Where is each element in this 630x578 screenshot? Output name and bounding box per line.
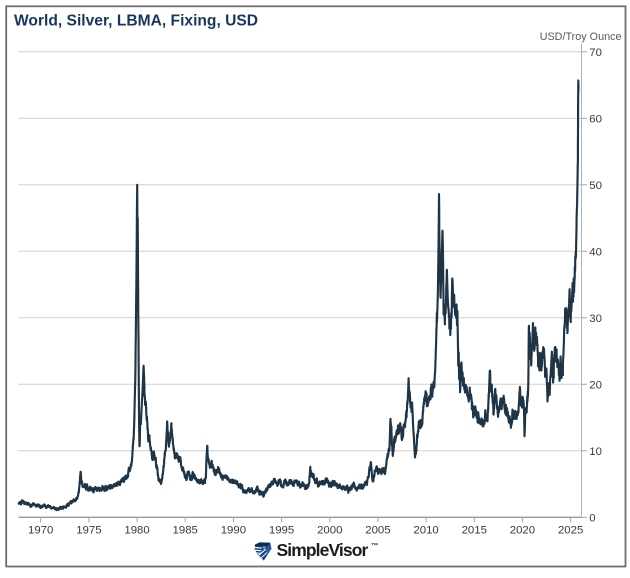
svg-text:World, Silver, LBMA, Fixing, U: World, Silver, LBMA, Fixing, USD [14,13,258,30]
svg-text:1995: 1995 [269,524,294,536]
svg-text:1985: 1985 [173,524,198,536]
svg-text:1980: 1980 [124,524,149,536]
svg-text:2020: 2020 [510,524,535,536]
svg-text:1975: 1975 [76,524,101,536]
svg-text:10: 10 [589,446,602,458]
svg-text:50: 50 [589,180,602,192]
svg-text:40: 40 [589,247,602,259]
svg-text:60: 60 [589,114,602,126]
svg-text:1970: 1970 [28,524,53,536]
svg-text:™: ™ [371,541,379,550]
svg-text:70: 70 [589,47,602,59]
svg-text:USD/Troy Ounce: USD/Troy Ounce [540,31,622,43]
svg-text:30: 30 [589,313,602,325]
svg-text:2025: 2025 [558,524,583,536]
svg-text:1990: 1990 [221,524,246,536]
svg-text:2000: 2000 [317,524,342,536]
svg-text:SimpleVisor: SimpleVisor [277,540,369,560]
svg-text:0: 0 [589,513,595,525]
svg-text:2010: 2010 [413,524,438,536]
svg-text:20: 20 [589,380,602,392]
svg-text:2015: 2015 [462,524,487,536]
svg-text:2005: 2005 [365,524,390,536]
